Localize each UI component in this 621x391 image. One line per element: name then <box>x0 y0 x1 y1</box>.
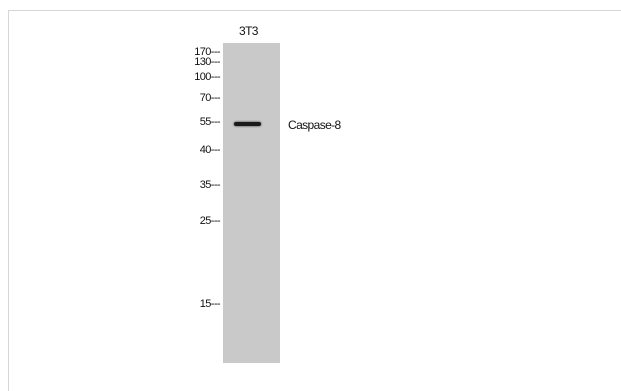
frame <box>8 10 621 391</box>
marker-label: 15--- <box>200 298 220 310</box>
marker-label: 70--- <box>200 92 220 104</box>
marker-label: 40--- <box>200 144 220 156</box>
marker-label: 100--- <box>194 71 220 83</box>
marker-label: 25--- <box>200 215 220 227</box>
lane-label: 3T3 <box>239 25 258 37</box>
marker-label: 55--- <box>200 116 220 128</box>
band-label: Caspase-8 <box>288 119 341 131</box>
marker-label: 35--- <box>200 179 220 191</box>
page: 3T3 170--- 130--- 100--- 70--- 55--- 40-… <box>0 0 621 391</box>
lane <box>223 43 280 363</box>
marker-label: 130--- <box>194 56 220 68</box>
band <box>234 122 261 126</box>
